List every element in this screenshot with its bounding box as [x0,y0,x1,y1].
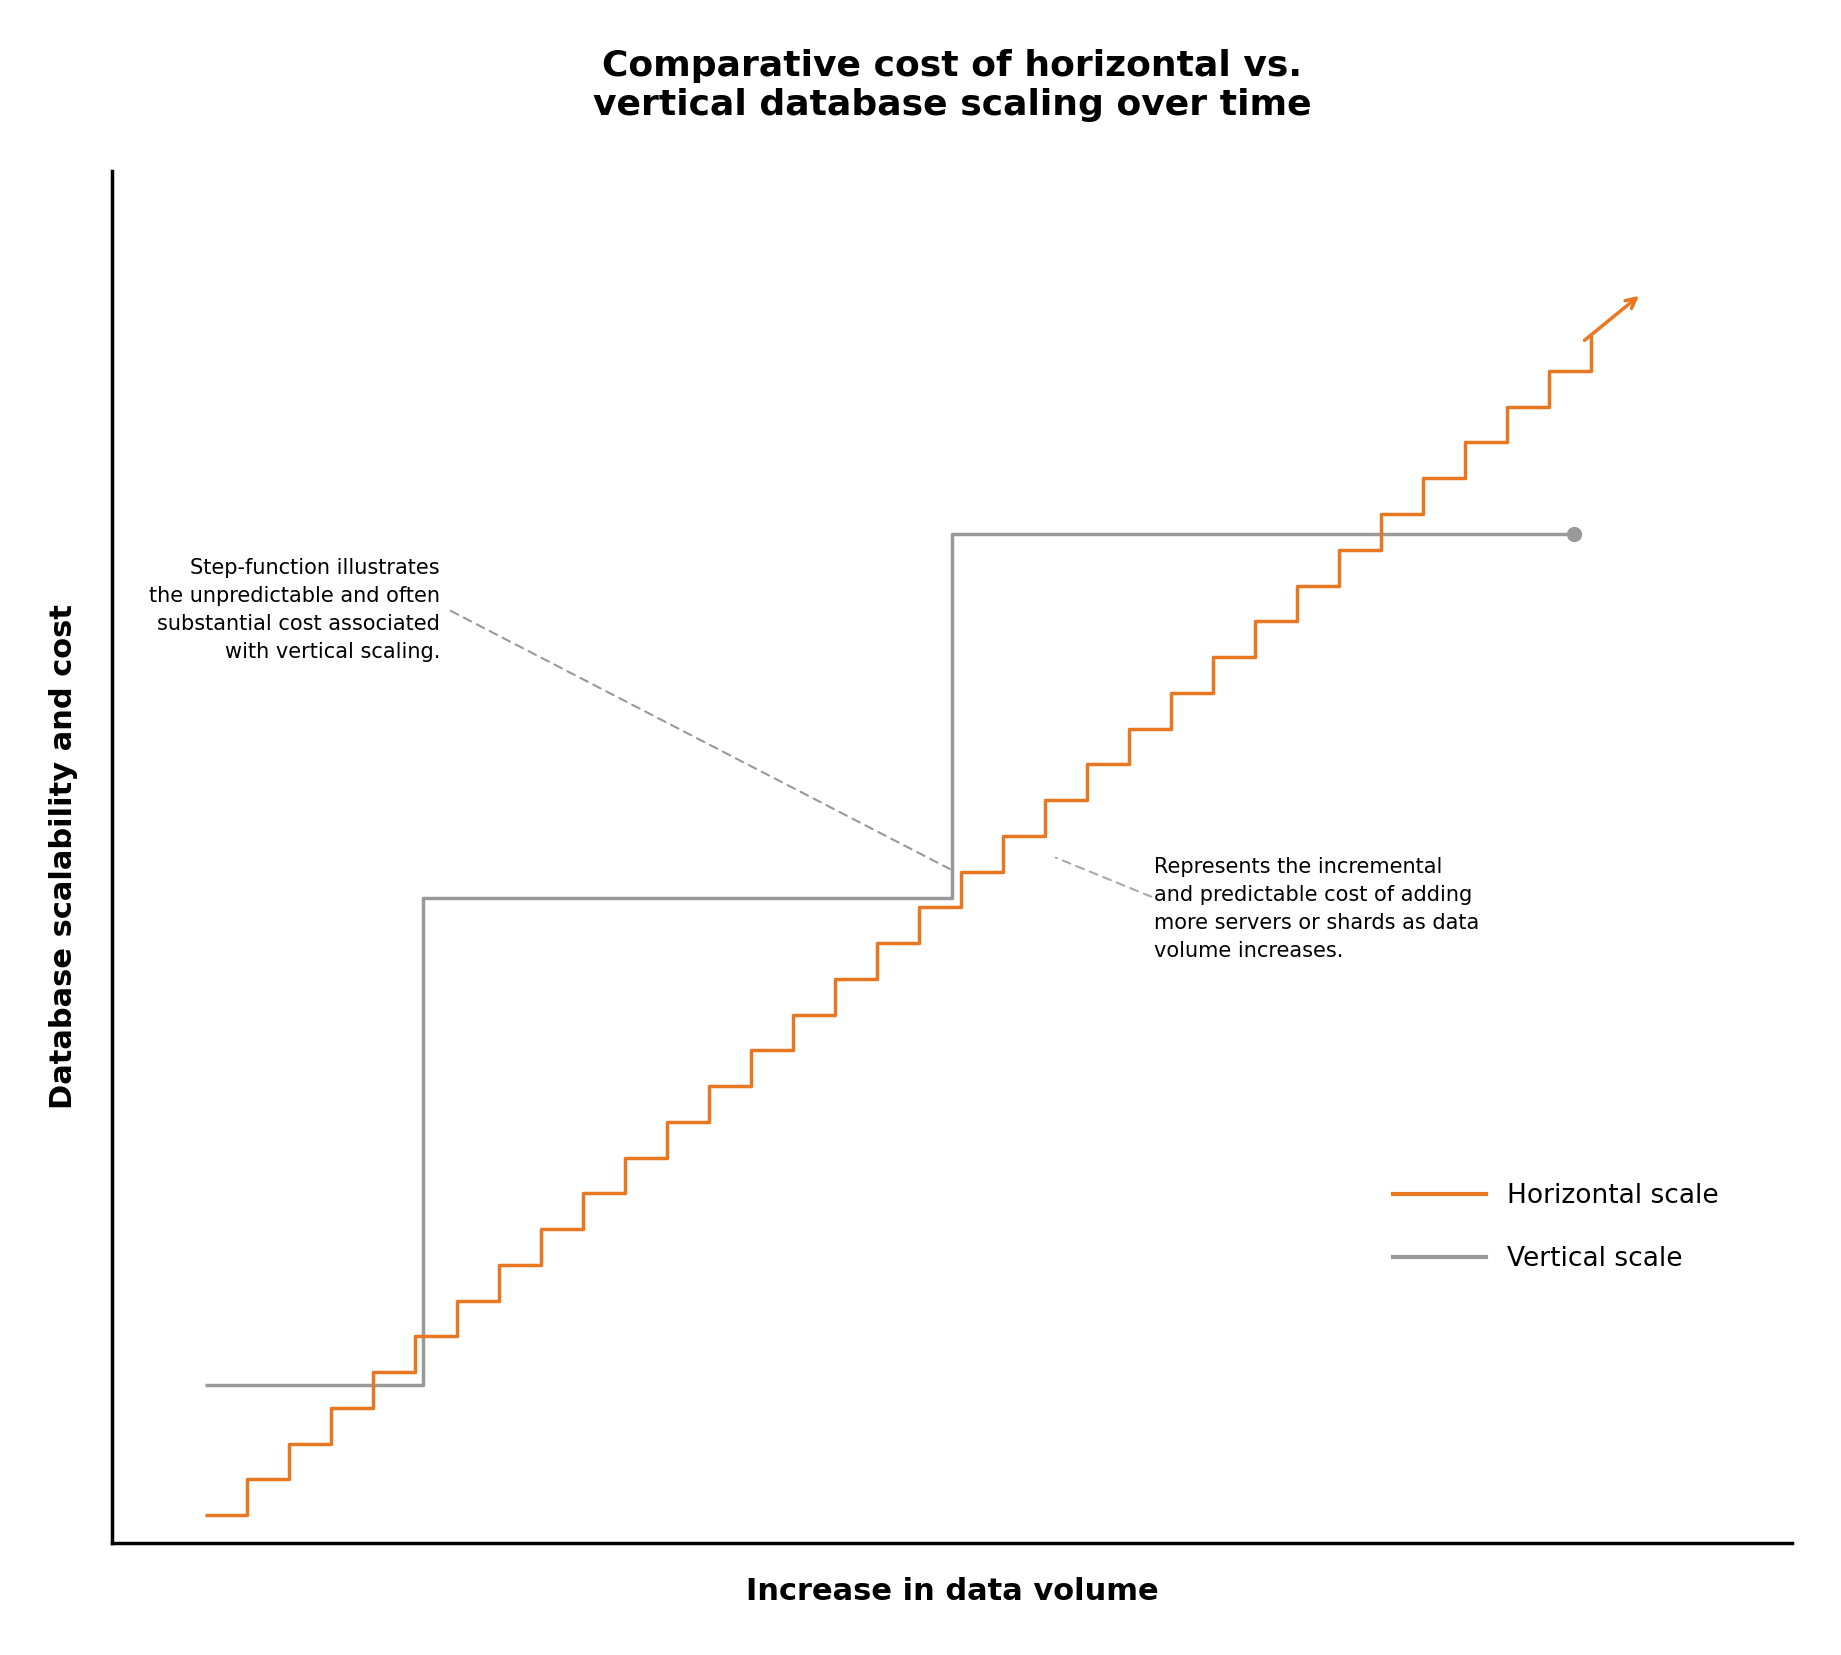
Text: Represents the incremental
and predictable cost of adding
more servers or shards: Represents the incremental and predictab… [1154,857,1478,960]
Y-axis label: Database scalability and cost: Database scalability and cost [48,604,77,1109]
Text: Step-function illustrates
the unpredictable and often
substantial cost associate: Step-function illustrates the unpredicta… [149,558,440,662]
X-axis label: Increase in data volume: Increase in data volume [746,1577,1158,1607]
Title: Comparative cost of horizontal vs.
vertical database scaling over time: Comparative cost of horizontal vs. verti… [593,48,1311,122]
Legend: Horizontal scale, Vertical scale: Horizontal scale, Vertical scale [1383,1172,1729,1283]
